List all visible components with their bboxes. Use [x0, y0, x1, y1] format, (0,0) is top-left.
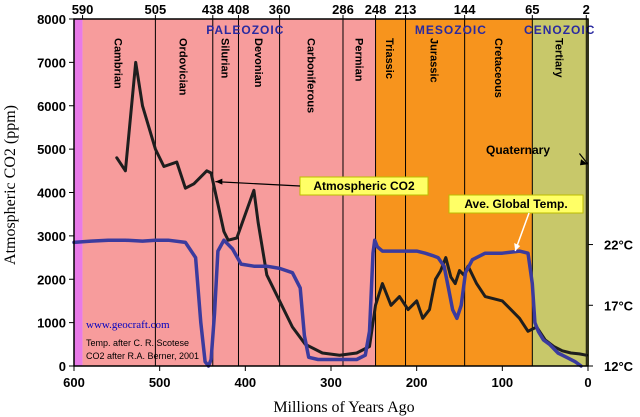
top-tick-label: 505	[145, 2, 167, 17]
y-tick-label: 1000	[37, 316, 66, 331]
credit-temperature: Temp. after C. R. Scotese	[86, 338, 189, 348]
y-tick-label: 0	[59, 359, 66, 374]
period-label-triassic: Triassic	[383, 38, 395, 79]
period-label-devonian: Devonian	[252, 38, 264, 88]
credit-co2: CO2 after R.A. Berner, 2001	[86, 351, 199, 361]
precambrian-band	[74, 19, 83, 366]
credit-website: www.geocraft.com	[86, 319, 170, 331]
top-tick-label: 408	[228, 2, 250, 17]
y-tick-label: 4000	[37, 186, 66, 201]
top-tick-label: 2	[583, 2, 590, 17]
co2-callout-pointer	[215, 181, 301, 187]
period-label-jurassic: Jurassic	[428, 38, 440, 83]
top-tick-label: 213	[395, 2, 417, 17]
period-label-permian: Permian	[352, 38, 364, 82]
temp-tick-label: 12°C	[604, 359, 634, 374]
quaternary-pointer	[578, 153, 589, 165]
top-tick-label: 65	[525, 2, 539, 17]
x-tick-label: 400	[234, 375, 256, 390]
y-tick-label: 8000	[37, 12, 66, 27]
quaternary-label: Quaternary	[486, 143, 550, 157]
x-tick-label: 300	[320, 375, 342, 390]
y-tick-label: 6000	[37, 99, 66, 114]
era-label-mesozoic: MESOZOIC	[415, 23, 487, 37]
x-tick-label: 500	[149, 375, 171, 390]
y-axis-title: Atmospheric CO2 (ppm)	[2, 105, 19, 265]
period-label-cretaceous: Cretaceous	[492, 38, 504, 98]
period-label-tertiary: Tertiary	[553, 38, 565, 78]
co2-callout-label: Atmospheric CO2	[313, 179, 415, 193]
x-tick-label: 200	[406, 375, 428, 390]
top-tick-label: 144	[454, 2, 476, 17]
era-label-cenozoic: CENOZOIC	[524, 23, 595, 37]
period-label-carboniferous: Carboniferous	[304, 38, 316, 113]
temp-callout-box	[448, 194, 584, 214]
temp-tick-label: 22°C	[604, 238, 634, 253]
y-tick-label: 3000	[37, 229, 66, 244]
top-tick-label: 360	[269, 2, 291, 17]
co2-series-line	[115, 60, 588, 357]
x-tick-label: 0	[584, 375, 591, 390]
period-label-cambrian: Cambrian	[112, 38, 124, 89]
era-label-paleozoic: PALEOZOIC	[206, 23, 284, 37]
co2-callout-arrowhead	[215, 178, 223, 185]
x-axis-title: Millions of Years Ago	[273, 399, 414, 416]
y-tick-label: 7000	[37, 55, 66, 70]
top-tick-label: 248	[365, 2, 387, 17]
temp-tick-label: 17°C	[604, 298, 634, 313]
y-tick-label: 2000	[37, 272, 66, 287]
x-tick-label: 600	[63, 375, 85, 390]
period-label-ordovician: Ordovician	[177, 38, 189, 96]
top-tick-label: 286	[332, 2, 354, 17]
temp-callout-arrowhead	[514, 243, 521, 252]
top-tick-label: 590	[72, 2, 94, 17]
quaternary-arrowhead	[580, 159, 588, 166]
x-tick-label: 100	[491, 375, 513, 390]
era-band-cenozoic	[532, 19, 587, 366]
temp-callout-label: Ave. Global Temp.	[464, 197, 567, 211]
temperature-series-line	[72, 238, 583, 368]
top-tick-label: 438	[202, 2, 224, 17]
y-tick-label: 5000	[37, 142, 66, 157]
period-label-silurian: Silurian	[219, 38, 231, 79]
